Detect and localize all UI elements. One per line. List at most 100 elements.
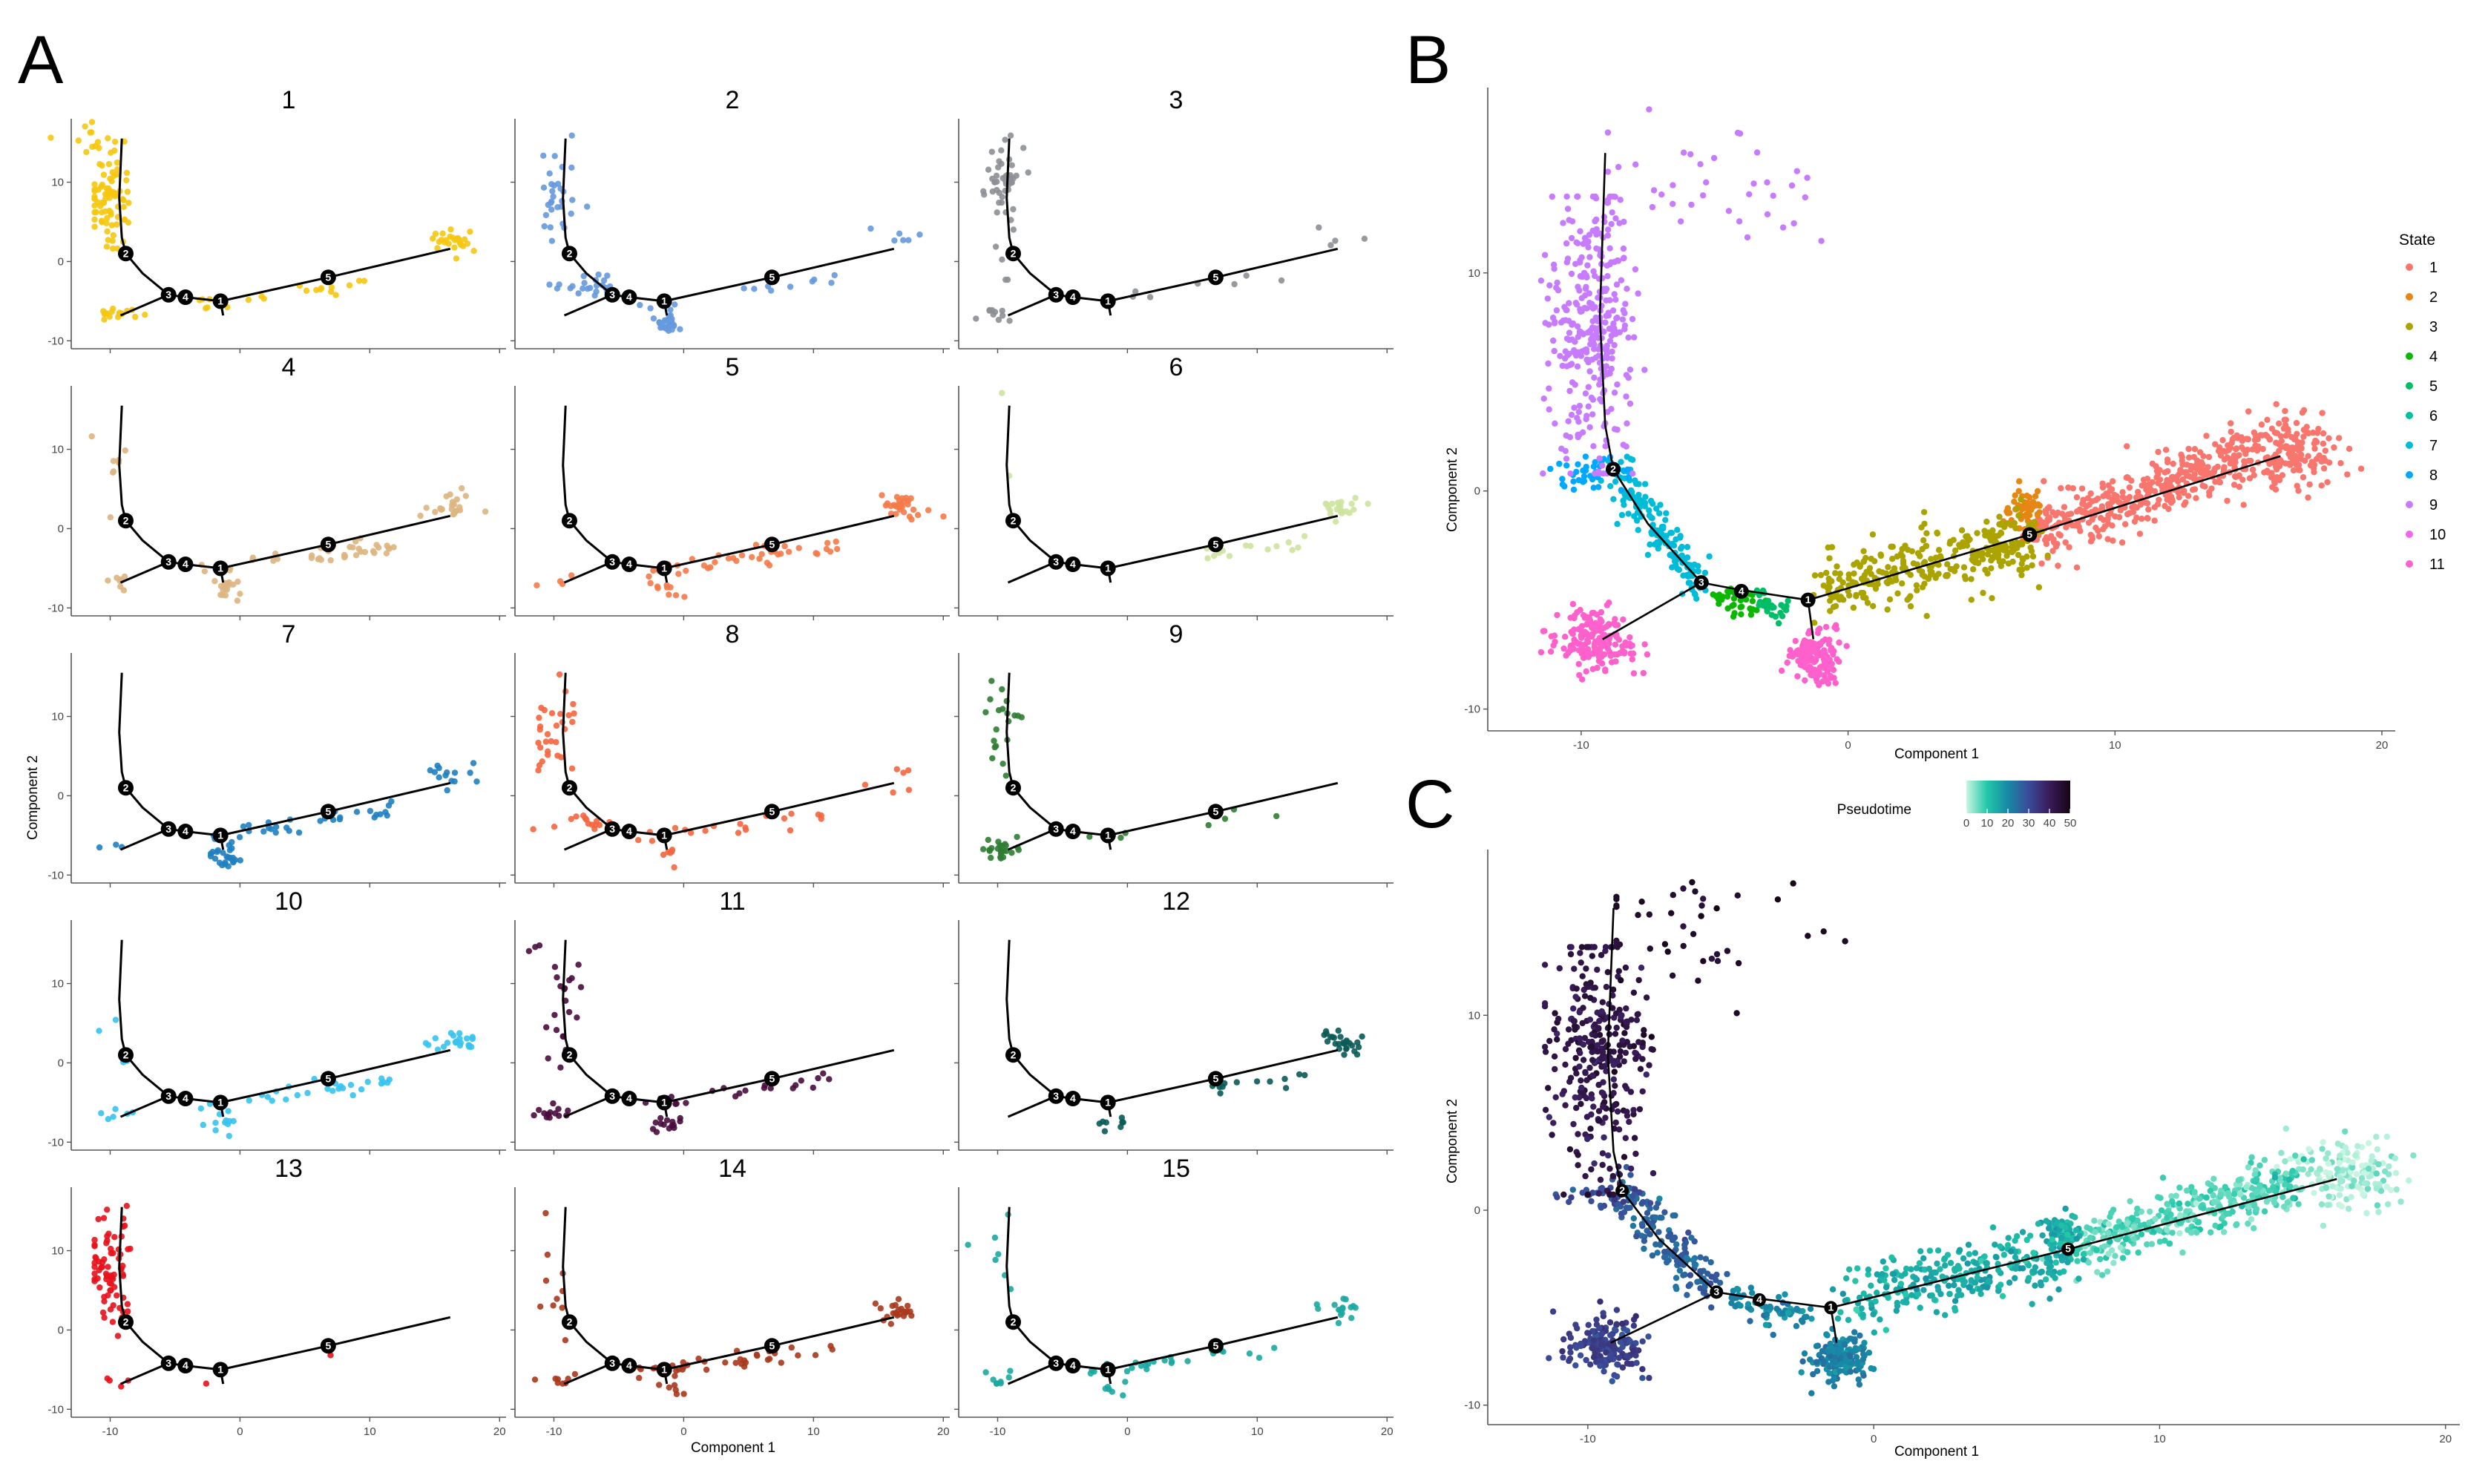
data-point bbox=[142, 312, 148, 318]
pseudotime-point bbox=[2169, 1229, 2176, 1236]
state-1-point bbox=[2087, 490, 2094, 497]
pseudotime-point bbox=[2012, 1265, 2019, 1273]
data-point bbox=[101, 1293, 108, 1301]
pseudotime-point bbox=[2210, 1175, 2217, 1182]
state-9-point bbox=[1589, 324, 1596, 331]
state-9-point bbox=[1583, 283, 1589, 290]
state-9-point bbox=[1569, 320, 1577, 327]
facet-11-trajectory-node-5 bbox=[764, 1071, 780, 1087]
state-legend-label-7: 7 bbox=[2429, 438, 2438, 454]
pseudotime-point bbox=[1613, 1307, 1621, 1313]
pseudotime-point bbox=[2012, 1237, 2018, 1244]
pseudotime-point bbox=[1908, 1266, 1914, 1273]
state-3-point bbox=[1980, 589, 1986, 597]
pseudotime-point bbox=[2231, 1191, 2238, 1198]
pseudotime-point bbox=[1972, 1250, 1979, 1256]
data-point bbox=[105, 577, 111, 584]
data-point bbox=[574, 1014, 580, 1021]
state-9-point bbox=[1546, 406, 1552, 413]
data-point bbox=[550, 193, 557, 200]
data-point bbox=[1129, 1365, 1135, 1371]
data-point bbox=[304, 1089, 311, 1097]
state-9-point bbox=[1621, 309, 1628, 317]
state-1-point bbox=[2061, 504, 2068, 510]
pseudotime-point bbox=[1989, 1224, 1997, 1231]
data-point bbox=[1271, 1345, 1278, 1351]
data-point bbox=[568, 132, 575, 139]
state-9-point bbox=[1595, 346, 1602, 352]
state-8-point bbox=[1624, 466, 1631, 473]
pseudotime-point bbox=[1639, 1375, 1646, 1382]
state-7-point bbox=[1669, 540, 1675, 548]
state-1-point bbox=[2231, 482, 2238, 488]
state-1-point bbox=[2205, 453, 2213, 461]
facet-14-points bbox=[531, 1209, 915, 1398]
data-point bbox=[540, 152, 547, 159]
data-point bbox=[732, 1093, 739, 1100]
pseudotime-point bbox=[1853, 1306, 1860, 1313]
pseudotime-point bbox=[1920, 1287, 1927, 1293]
pseudotime-point bbox=[1683, 1255, 1690, 1261]
state-11-point bbox=[1589, 609, 1595, 617]
data-point bbox=[900, 237, 907, 243]
pseudotime-point bbox=[2287, 1183, 2294, 1190]
pseudotime-point bbox=[1827, 1340, 1834, 1347]
pseudotime-point bbox=[1847, 1368, 1854, 1375]
data-point bbox=[1337, 1034, 1344, 1040]
pseudotime-point bbox=[2323, 1155, 2329, 1162]
pseudotime-point bbox=[2308, 1157, 2315, 1163]
data-point bbox=[1339, 508, 1345, 515]
pseudotime-point bbox=[2183, 1187, 2190, 1194]
state-9-point bbox=[1554, 279, 1560, 286]
facet-title: 10 bbox=[275, 887, 303, 916]
data-point bbox=[434, 245, 441, 252]
pseudotime-point bbox=[1673, 1258, 1681, 1264]
data-point bbox=[890, 789, 896, 796]
pseudotime-point bbox=[2338, 1203, 2346, 1210]
data-point bbox=[877, 1305, 884, 1312]
panel-b-trajectory-node-label: 2 bbox=[1610, 463, 1616, 475]
facet-title: 9 bbox=[1169, 620, 1184, 649]
pseudotime-point bbox=[1601, 1368, 1607, 1375]
state-3-point bbox=[2035, 584, 2043, 591]
state-7-point bbox=[1687, 580, 1693, 586]
data-point bbox=[551, 153, 558, 160]
state-1-point bbox=[2292, 453, 2299, 459]
facet-12-trajectory-edge bbox=[1005, 939, 1014, 1056]
pseudotime-point bbox=[2004, 1242, 2012, 1249]
state-1-point bbox=[2078, 485, 2086, 492]
data-point bbox=[683, 568, 689, 574]
facet-15-trajectory-node-label: 4 bbox=[1070, 1359, 1076, 1371]
facet-3-trajectory-node-5 bbox=[1207, 269, 1224, 286]
state-1-point bbox=[2225, 442, 2231, 449]
data-point bbox=[327, 556, 334, 564]
data-point bbox=[999, 312, 1006, 319]
state-11-point bbox=[1601, 625, 1607, 631]
state-9-point bbox=[1593, 231, 1600, 238]
state-11-point bbox=[1605, 622, 1612, 628]
state-1-point bbox=[2076, 506, 2083, 513]
state-8-point bbox=[1581, 478, 1588, 485]
state-3-point bbox=[2019, 541, 2026, 548]
pseudotime-point bbox=[1688, 1235, 1695, 1241]
data-point bbox=[91, 1236, 98, 1244]
data-point bbox=[106, 313, 113, 320]
pseudotime-point bbox=[1852, 1278, 1859, 1284]
pseudotime-point bbox=[2058, 1222, 2065, 1229]
pseudotime-point bbox=[2222, 1183, 2228, 1190]
state-5-point bbox=[1772, 613, 1779, 620]
pseudotime-point bbox=[2048, 1246, 2055, 1252]
state-7-point bbox=[1667, 551, 1673, 559]
state-3-point bbox=[1958, 527, 1966, 533]
pseudotime-point bbox=[1993, 1254, 2000, 1261]
facet-4-trajectory-node-5 bbox=[320, 536, 336, 553]
state-7-point bbox=[1701, 569, 1709, 577]
facet-15-x-tick-label: 10 bbox=[1251, 1425, 1264, 1438]
pseudotime-point bbox=[2045, 1225, 2052, 1232]
state-1-point bbox=[2062, 539, 2069, 546]
pseudotime-point bbox=[2152, 1215, 2159, 1223]
facet-7-y-tick-label: 10 bbox=[51, 711, 64, 723]
pseudotime-point bbox=[2336, 1159, 2343, 1166]
